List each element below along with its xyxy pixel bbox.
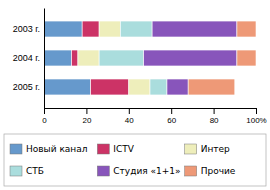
tick-label: 2003 г. <box>13 24 40 34</box>
bar <box>91 79 129 95</box>
axis-line <box>44 9 45 109</box>
bar <box>82 21 99 37</box>
legend-label: Интер <box>201 144 230 154</box>
legend-label: Новый канал <box>26 144 88 154</box>
legend-swatch <box>97 166 109 176</box>
tick: 0 <box>42 108 47 125</box>
tick: 100% <box>246 108 266 125</box>
legend-swatch <box>185 166 197 176</box>
tick-mark <box>129 108 130 114</box>
x-axis: 0 20 40 60 80 100% <box>42 108 266 125</box>
series <box>144 21 237 95</box>
tick-label: 20 <box>82 116 91 125</box>
tick: 60 <box>167 108 176 125</box>
bar <box>150 79 167 95</box>
legend-label: Студия «1+1» <box>113 166 180 176</box>
bar <box>99 50 144 66</box>
legend-label: ICTV <box>113 144 134 154</box>
tick-label: 80 <box>210 116 219 125</box>
legend-item: ICTV <box>97 144 134 154</box>
legend-swatch <box>10 166 22 176</box>
bar <box>144 50 237 66</box>
legend-swatch <box>97 144 109 154</box>
tick-label: 100% <box>246 116 266 125</box>
tick: 20 <box>82 108 91 125</box>
bars <box>44 21 256 95</box>
bar <box>72 50 78 66</box>
legend-item: Студия «1+1» <box>97 166 180 176</box>
bar <box>152 21 237 37</box>
bar <box>44 21 82 37</box>
legend-item: Прочие <box>185 166 236 176</box>
bar <box>78 50 99 66</box>
tick-mark <box>214 108 215 114</box>
bar <box>129 79 150 95</box>
tick-mark <box>256 108 257 114</box>
legend-label: Прочие <box>201 166 236 176</box>
bar <box>99 21 120 37</box>
legend-swatch <box>185 144 197 154</box>
tick-label: 2004 г. <box>13 53 40 63</box>
bar <box>120 21 152 37</box>
y-axis: 2005 г. 2004 г. 2003 г. <box>13 9 45 109</box>
tick: 2003 г. <box>13 24 44 34</box>
tick-mark <box>171 108 172 114</box>
tick-label: 40 <box>125 116 134 125</box>
plot: 0 20 40 60 80 100% 2005 г. 2004 г. 2003 г. <box>13 9 267 125</box>
legend-item: Новый канал <box>10 144 88 154</box>
tick: 80 <box>210 108 219 125</box>
bar <box>44 79 91 95</box>
chart: 0 20 40 60 80 100% 2005 г. 2004 г. 2003 г. Новый … <box>0 0 270 190</box>
bar <box>237 21 256 37</box>
tick-label: 0 <box>42 116 47 125</box>
bar <box>237 50 256 66</box>
tick-mark <box>44 108 45 114</box>
bar <box>167 79 188 95</box>
tick-mark <box>86 108 87 114</box>
legend: Новый канал ICTV Интер СТБ Студия «1+1» Прочи… <box>4 134 266 186</box>
bar <box>188 79 235 95</box>
legend-label: СТБ <box>26 166 44 176</box>
legend-item: Интер <box>185 144 230 154</box>
tick: 2004 г. <box>13 53 44 63</box>
axis-line <box>45 108 257 109</box>
tick-label: 2005 г. <box>13 82 40 92</box>
tick-label: 60 <box>167 116 176 125</box>
tick: 2005 г. <box>13 82 44 92</box>
legend-item: СТБ <box>10 166 44 176</box>
series <box>188 21 256 95</box>
bar <box>44 50 72 66</box>
tick: 40 <box>125 108 134 125</box>
legend-swatch <box>10 144 22 154</box>
legend-border <box>4 134 266 186</box>
